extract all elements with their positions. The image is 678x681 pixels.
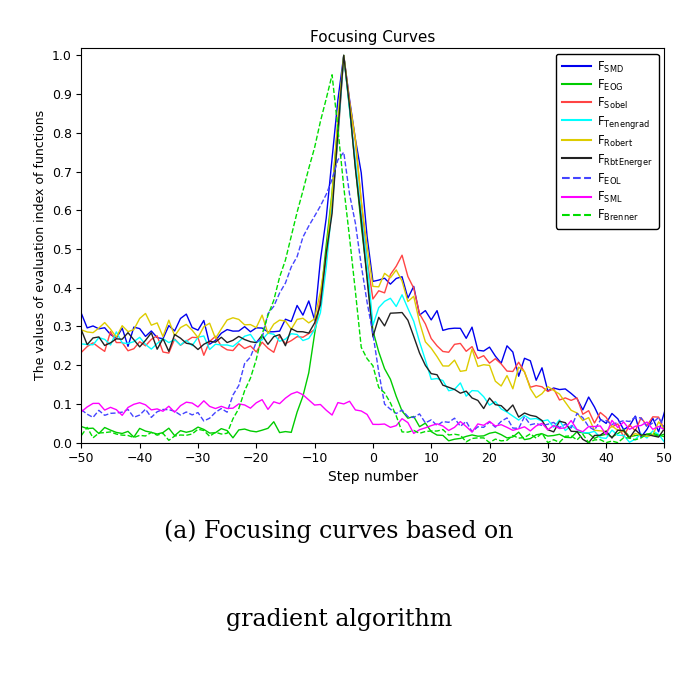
Text: (a) Focusing curves based on: (a) Focusing curves based on (164, 520, 514, 543)
X-axis label: Step number: Step number (328, 469, 418, 484)
Y-axis label: The values of evaluation index of functions: The values of evaluation index of functi… (35, 110, 47, 380)
Legend: $\mathrm{F}$$_{\mathrm{SMD}}$, $\mathrm{F}$$_{\mathrm{EOG}}$, $\mathrm{F}$$_{\ma: $\mathrm{F}$$_{\mathrm{SMD}}$, $\mathrm{… (556, 54, 658, 229)
Text: gradient algorithm: gradient algorithm (226, 608, 452, 631)
Title: Focusing Curves: Focusing Curves (311, 30, 435, 45)
